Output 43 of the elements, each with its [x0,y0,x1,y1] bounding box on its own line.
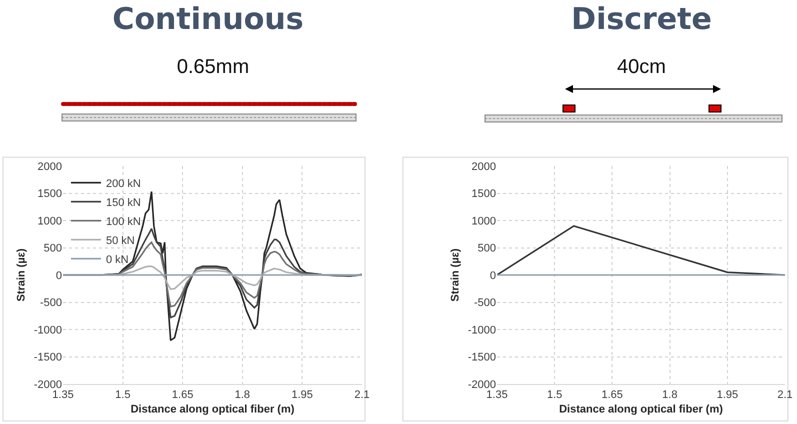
x-axis-title: Distance along optical fiber (m) [130,403,295,416]
y-tick-label: 2000 [38,160,62,173]
y-tick-label: -1000 [34,324,62,336]
x-tick-label: 1.35 [486,389,508,402]
x-tick-label: 1.5 [115,389,130,402]
y-tick-label: -500 [40,297,62,310]
y-axis-title: Strain (µε) [450,248,462,302]
y-tick-label: 1000 [38,215,62,228]
y-tick-label: -2000 [34,378,62,391]
x-tick-label: 1.5 [546,389,562,402]
y-tick-label: 1500 [472,188,496,200]
chart-subtitle: 40cm [616,56,667,79]
legend-label: 100 kN [106,216,141,228]
y-tick-label: -1000 [468,324,496,336]
chart-title: Discrete [570,2,713,37]
x-tick-label: 1.8 [662,389,678,402]
y-tick-label: 0 [490,270,496,282]
x-tick-label: 1.95 [716,389,738,402]
legend-label: 150 kN [106,196,141,209]
legend-label: 200 kN [106,178,141,190]
y-tick-label: -1500 [468,352,496,364]
x-tick-label: 2.1 [777,389,793,402]
legend-label: 50 kN [106,234,135,247]
y-tick-label: 2000 [472,160,496,173]
x-tick-label: 2.1 [354,389,370,402]
chart-title: Continuous [111,2,305,37]
x-tick-label: 1.8 [234,389,250,402]
chart-subtitle: 0.65mm [176,56,250,79]
x-tick-label: 1.35 [52,389,74,402]
y-tick-label: 500 [44,242,62,255]
y-tick-label: -1500 [34,352,62,364]
x-tick-label: 1.95 [291,389,313,402]
y-tick-label: 1000 [472,215,496,228]
y-tick-label: 0 [56,270,62,282]
x-tick-label: 1.65 [172,389,194,402]
y-tick-label: 1500 [38,188,62,200]
x-axis-title: Distance along optical fiber (m) [559,403,724,416]
legend-label: 0 kN [106,254,129,266]
y-axis-title: Strain (µε) [16,248,28,302]
y-tick-label: 500 [478,242,496,255]
y-tick-label: -2000 [468,378,496,391]
y-tick-label: -500 [474,297,496,310]
x-tick-label: 1.65 [601,389,623,402]
